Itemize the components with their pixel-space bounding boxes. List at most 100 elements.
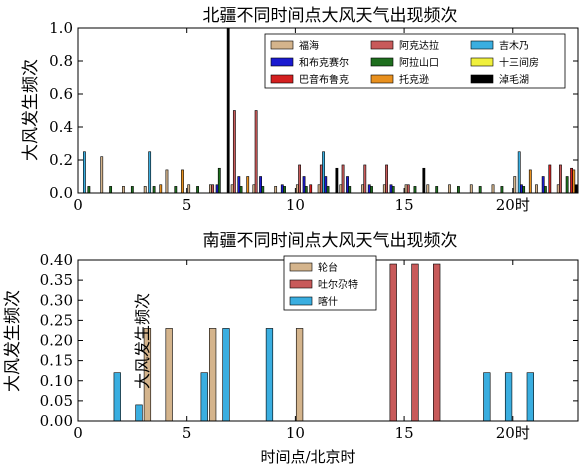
legend-label: 福海 [299,39,319,52]
bar [491,184,495,194]
bar [246,176,250,194]
bar [295,328,304,422]
legend-swatch [370,40,394,50]
bar [222,328,230,422]
bar [109,186,113,194]
bar [252,184,256,194]
bar [543,186,547,194]
bar [283,186,286,194]
bar [239,186,243,194]
y-tick-label: 0.6 [49,85,73,103]
legend-item: 巴音布鲁克 [270,73,349,86]
bar [389,184,393,194]
bar [122,186,125,194]
legend-swatch [470,40,494,50]
bar [559,164,562,194]
legend-item: 福海 [270,39,319,52]
x-tick-label: 20时 [496,196,530,214]
bar [274,186,278,194]
bar [165,169,169,194]
legend-label: 淖毛湖 [499,73,529,86]
bar [226,27,230,194]
bar [113,372,121,422]
bar [367,184,371,194]
bar [317,184,321,194]
bar [174,186,178,194]
bar [232,110,236,194]
bar [469,184,473,194]
bar [209,184,212,194]
legend-item: 吉木乃 [470,40,529,52]
legend-swatch [289,296,313,306]
y-tick-label: 0.25 [40,311,73,329]
legend-item: 阿克达拉 [370,39,439,52]
legend-item: 轮台 [289,261,338,274]
y-tick-label: 0.35 [40,271,73,289]
legend-label: 轮台 [318,261,338,274]
stray-rotated-label: 大风发生频次 [133,293,152,389]
x-tick-label: 15 [395,424,414,442]
y-tick-label: 0.4 [49,118,73,136]
bar [565,176,569,194]
bar [152,186,156,194]
bar [346,176,349,194]
plot-frame [77,27,579,194]
bar [433,263,441,422]
bar [130,186,134,194]
x-tick-label: 10 [286,196,305,214]
y-tick-label: 0.8 [49,52,73,70]
x-tick-label: 0 [73,424,83,442]
bar [298,164,302,194]
bar [304,186,308,194]
bar [211,184,215,194]
bar [165,328,173,422]
legend-swatch [370,74,394,84]
x-tick-label: 0 [73,196,83,214]
legend-swatch [270,74,294,84]
legend-label: 阿拉山口 [399,56,439,69]
chart-title: 北疆不同时间点大风天气出现频次 [203,6,458,26]
y-tick-label: 0.30 [40,291,73,309]
legend-label: 阿克达拉 [399,39,439,52]
bar [370,186,373,194]
legend-item: 和布克赛尔 [270,56,349,69]
bar [295,184,299,194]
figure-x-axis-label: 时间点/北京时 [260,448,355,466]
x-tick-label: 5 [182,424,192,442]
bar [335,167,339,194]
y-tick-label: 0.20 [40,332,73,350]
bar [483,372,491,422]
y-tick-label: 0.00 [40,412,73,430]
bar [339,184,343,194]
bar [500,186,504,194]
legend-box [264,33,566,89]
legend-label: 吉木乃 [499,40,529,52]
x-tick-label: 10 [286,424,305,442]
y-tick-label: 0.40 [40,251,73,269]
bar [148,151,152,194]
bar [361,184,365,194]
bar [302,176,306,194]
bar [556,184,560,194]
y-axis-label: 大风发生频次 [3,290,23,392]
bar [448,184,451,194]
legend-swatch [289,262,313,272]
bar [265,328,274,422]
bar [254,110,258,194]
legend-swatch [470,74,494,84]
legend-swatch [270,40,294,50]
bar [87,186,91,194]
bar [572,169,576,194]
bar [389,263,397,422]
y-tick-label: 0.05 [40,392,73,410]
legend-item: 淖毛湖 [470,73,529,86]
bar [326,186,330,194]
bar [143,186,147,194]
bar [528,169,532,194]
bar [363,164,367,194]
bar [517,151,521,194]
